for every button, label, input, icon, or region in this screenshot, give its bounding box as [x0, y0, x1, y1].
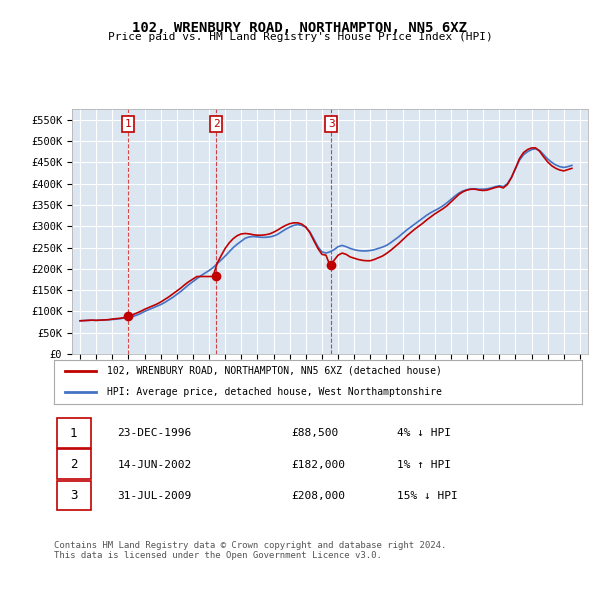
Text: 2: 2	[70, 458, 77, 471]
Text: 1: 1	[70, 427, 77, 440]
Text: Price paid vs. HM Land Registry's House Price Index (HPI): Price paid vs. HM Land Registry's House …	[107, 32, 493, 42]
FancyBboxPatch shape	[56, 418, 91, 448]
Text: 14-JUN-2002: 14-JUN-2002	[118, 460, 191, 470]
Text: £182,000: £182,000	[292, 460, 346, 470]
FancyBboxPatch shape	[56, 450, 91, 479]
FancyBboxPatch shape	[56, 480, 91, 510]
Text: 3: 3	[70, 489, 77, 502]
Text: 23-DEC-1996: 23-DEC-1996	[118, 428, 191, 438]
Text: 3: 3	[328, 119, 335, 129]
Text: 102, WRENBURY ROAD, NORTHAMPTON, NN5 6XZ (detached house): 102, WRENBURY ROAD, NORTHAMPTON, NN5 6XZ…	[107, 366, 442, 376]
Text: 102, WRENBURY ROAD, NORTHAMPTON, NN5 6XZ: 102, WRENBURY ROAD, NORTHAMPTON, NN5 6XZ	[133, 21, 467, 35]
Text: Contains HM Land Registry data © Crown copyright and database right 2024.
This d: Contains HM Land Registry data © Crown c…	[54, 541, 446, 560]
Text: £208,000: £208,000	[292, 491, 346, 501]
Text: 15% ↓ HPI: 15% ↓ HPI	[397, 491, 458, 501]
Text: 4% ↓ HPI: 4% ↓ HPI	[397, 428, 451, 438]
Text: HPI: Average price, detached house, West Northamptonshire: HPI: Average price, detached house, West…	[107, 387, 442, 396]
Text: 1% ↑ HPI: 1% ↑ HPI	[397, 460, 451, 470]
Text: £88,500: £88,500	[292, 428, 339, 438]
Text: 31-JUL-2009: 31-JUL-2009	[118, 491, 191, 501]
Text: 1: 1	[125, 119, 131, 129]
Text: 2: 2	[213, 119, 220, 129]
